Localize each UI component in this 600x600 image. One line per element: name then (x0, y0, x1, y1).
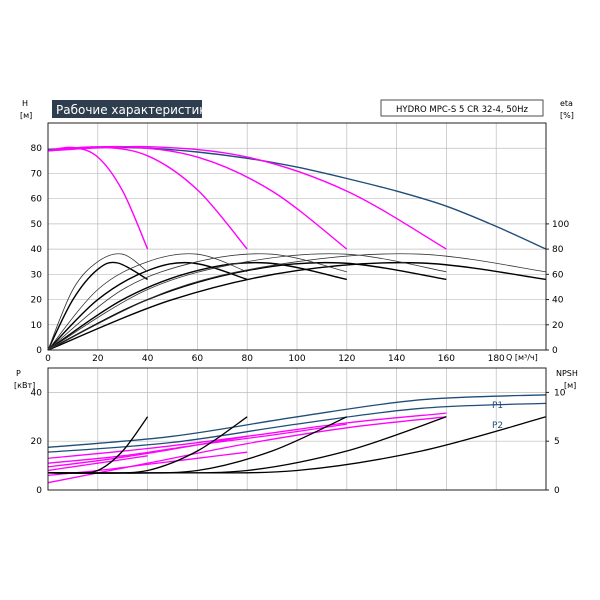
top-series-line (47, 145, 348, 250)
y-right-tick-label: 80 (552, 245, 564, 255)
x-tick-label: 140 (388, 354, 405, 364)
top-series-line (47, 146, 149, 250)
bottom-series-line (47, 416, 447, 484)
y-left-unit-top: [м] (20, 111, 32, 120)
top-series-line (47, 261, 148, 351)
y-left-tick-label: 50 (31, 220, 43, 230)
top-series-line (47, 261, 547, 351)
y-right-unit-top: [%] (560, 111, 574, 120)
top-chart-frame (47, 122, 547, 351)
y-left-tick-label: 0 (36, 486, 42, 496)
bottom-series-line (47, 416, 547, 474)
y-left-label-top: H (22, 99, 28, 108)
y-right-tick-label: 0 (552, 346, 558, 356)
top-grid (47, 123, 546, 351)
y-left-tick-label: 80 (31, 144, 43, 154)
x-tick-label: 40 (142, 354, 154, 364)
x-tick-label: 80 (241, 354, 253, 364)
y-left-tick-label: 20 (31, 437, 43, 447)
y-left-tick-label: 40 (31, 388, 43, 398)
title-bar (52, 100, 202, 118)
top-series-line (47, 261, 447, 351)
top-series-line (47, 253, 447, 351)
y-right-tick-label: 40 (552, 296, 564, 306)
bottom-series-line (47, 435, 248, 468)
model-label: HYDRO MPC-S 5 CR 32-4, 50Hz (396, 105, 529, 115)
y-left-tick-label: 20 (31, 296, 43, 306)
y-left-tick-label: 30 (31, 270, 43, 280)
y-left-tick-label: 60 (31, 195, 43, 205)
x-tick-label: 160 (438, 354, 455, 364)
bottom-series-line (47, 455, 148, 472)
y-left-label-bottom: P (16, 369, 21, 378)
model-label-box (380, 99, 544, 117)
top-series-line (47, 253, 547, 351)
top-series-line (47, 145, 447, 250)
x-tick-label: 60 (192, 354, 204, 364)
top-series-line (47, 253, 148, 351)
y-left-tick-label: 70 (31, 169, 43, 179)
x-tick-label: 100 (288, 354, 305, 364)
y-right-tick-label: 100 (552, 220, 569, 230)
x-tick-label: 20 (92, 354, 104, 364)
bottom-chart-series (47, 394, 547, 484)
y-left-tick-label: 40 (31, 245, 43, 255)
chart-title: Рабочие характеристики (56, 103, 214, 117)
series-label-p1: P1 (492, 401, 503, 411)
top-series-line (47, 261, 248, 351)
top-chart-series (47, 145, 547, 351)
top-series-line (47, 146, 248, 250)
bottom-series-line (47, 402, 547, 453)
y-right-unit-bottom: [м] (564, 381, 576, 390)
y-right-tick-label: 5 (554, 437, 560, 447)
top-series-line (47, 253, 248, 351)
top-series-line (47, 253, 347, 351)
y-left-tick-label: 0 (36, 346, 42, 356)
x-tick-label: 180 (488, 354, 505, 364)
x-axis-label: Q [м³/ч] (506, 353, 538, 362)
bottom-series-line (47, 451, 248, 477)
x-tick-label: 0 (45, 354, 51, 364)
y-left-tick-label: 10 (31, 321, 43, 331)
y-right-label-top: eta (560, 99, 573, 108)
y-left-unit-bottom: [кВт] (14, 381, 35, 390)
y-right-tick-label: 0 (554, 486, 560, 496)
y-right-tick-label: 60 (552, 270, 564, 280)
y-right-tick-label: 20 (552, 321, 564, 331)
series-label-p2: P2 (492, 421, 503, 431)
y-right-label-bottom: NPSH (556, 369, 578, 378)
x-tick-label: 120 (338, 354, 355, 364)
axis-tick-labels: 0 20 40 60 80 100 120 140 160 1800102030405060708… (31, 144, 570, 496)
bottom-chart-frame (47, 367, 547, 491)
y-right-tick-label: 10 (554, 388, 566, 398)
top-series-line (47, 261, 347, 351)
